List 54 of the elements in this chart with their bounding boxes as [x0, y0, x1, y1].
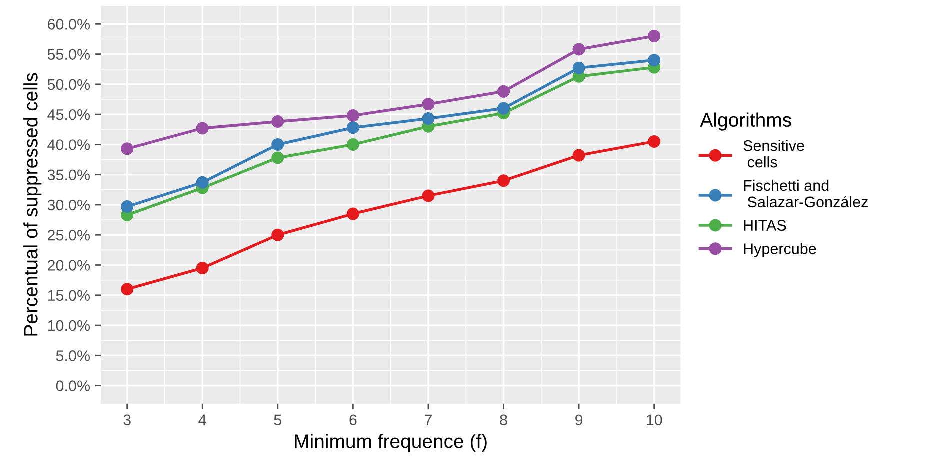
x-tick-label: 8 — [500, 414, 508, 426]
y-tick-label: 5.0% — [56, 350, 90, 362]
point — [498, 85, 510, 98]
point — [196, 122, 209, 135]
point — [422, 190, 435, 202]
x-tick-label: 6 — [350, 414, 357, 426]
y-tick-label: 45.0% — [48, 109, 90, 120]
x-tick-label: 10 — [647, 414, 662, 426]
point — [648, 30, 661, 42]
x-tick-label: 7 — [425, 414, 432, 426]
y-tick-label: 30.0% — [48, 200, 90, 211]
y-tick-label: 20.0% — [48, 260, 90, 271]
point — [121, 283, 134, 296]
y-tick-label: 60.0% — [48, 19, 90, 30]
point — [498, 174, 510, 188]
y-tick-label: 25.0% — [48, 230, 90, 241]
legend-label: Fischetti and Salazar-González — [744, 180, 868, 208]
point — [648, 54, 661, 67]
point — [272, 138, 284, 151]
legend-label: Sensitive cells — [744, 140, 804, 168]
x-axis-title: Minimum frequence (f) — [295, 434, 487, 452]
y-tick-label: 0.0% — [56, 380, 90, 392]
y-tick-label: 10.0% — [48, 320, 90, 332]
point — [121, 142, 134, 156]
point — [422, 98, 435, 111]
point — [272, 116, 284, 128]
y-tick-label: 55.0% — [48, 49, 90, 60]
point — [196, 262, 209, 275]
point — [648, 135, 661, 148]
legend-label: HITAS — [744, 220, 786, 231]
legend-title: Algorithms — [700, 112, 792, 131]
x-tick-label: 3 — [124, 414, 131, 426]
point — [572, 43, 586, 56]
x-tick-label: 4 — [198, 414, 206, 426]
y-tick-label: 40.0% — [48, 140, 90, 150]
point — [346, 138, 360, 151]
legend-label: Hypercube — [744, 243, 816, 258]
point — [498, 102, 510, 115]
y-tick-label: 15.0% — [48, 290, 90, 302]
y-tick-label: 50.0% — [48, 79, 90, 90]
point — [196, 176, 209, 189]
point — [346, 208, 360, 220]
x-tick-label: 5 — [274, 414, 282, 426]
y-axis-title: Percentual of suppressed cells — [24, 73, 42, 336]
point — [272, 152, 284, 164]
point — [572, 62, 586, 74]
point — [346, 122, 360, 134]
point — [272, 228, 284, 242]
point — [121, 200, 134, 214]
y-tick-label: 35.0% — [48, 170, 90, 181]
point — [346, 110, 360, 122]
point — [572, 149, 586, 162]
x-tick-label: 9 — [576, 414, 583, 426]
point — [422, 112, 435, 126]
